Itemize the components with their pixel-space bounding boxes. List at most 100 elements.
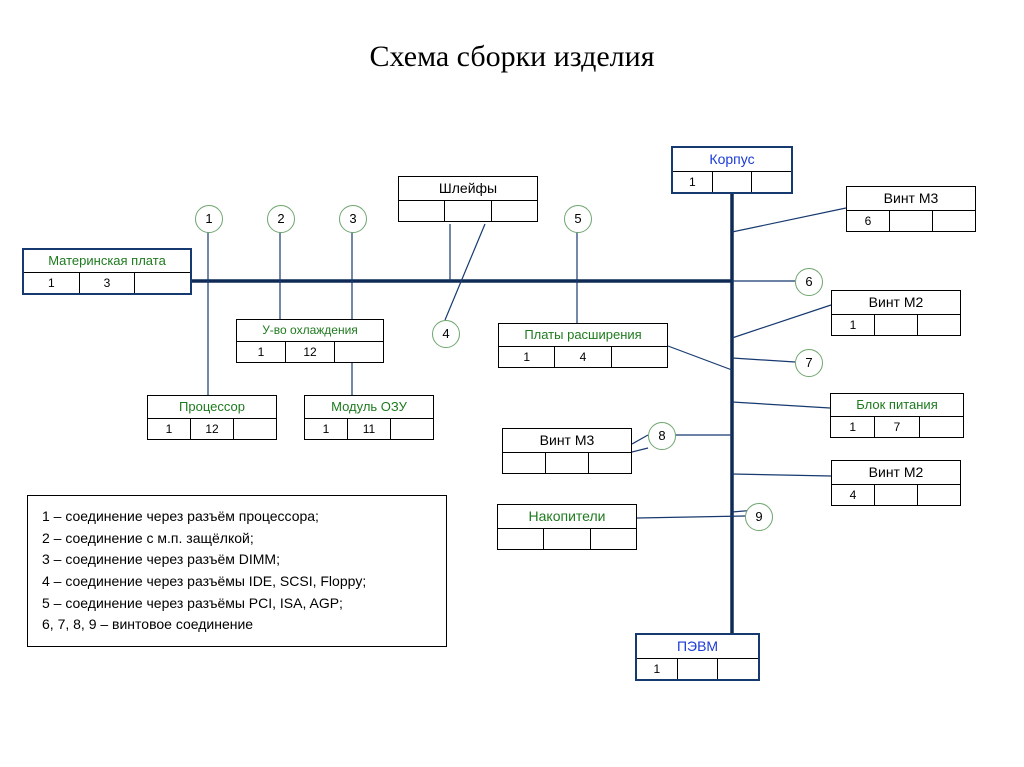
diagram-stage: { "title": { "text": "Схема сборки издел… [0,0,1024,767]
node-cell: 1 [637,659,678,679]
junction-c9: 9 [745,503,773,531]
node-cell [503,453,546,473]
junction-c3: 3 [339,205,367,233]
node-label: Платы расширения [499,324,667,346]
node-ozu: Модуль ОЗУ111 [304,395,434,440]
node-cell [546,453,589,473]
junction-c5: 5 [564,205,592,233]
node-label: Винт М3 [847,187,975,210]
node-cell [678,659,719,679]
node-cell [890,211,933,231]
junction-c2: 2 [267,205,295,233]
node-label: Процессор [148,396,276,418]
junction-c6: 6 [795,268,823,296]
node-cell [135,273,190,293]
node-cells: 1 [832,314,960,335]
node-cells: 112 [237,341,383,362]
node-cell [589,453,631,473]
node-cell [933,211,975,231]
node-cell [920,417,963,437]
legend-line: 1 – соединение через разъём процессора; [42,506,432,528]
node-cell: 12 [286,342,335,362]
node-shleify: Шлейфы [398,176,538,222]
node-cells: 112 [148,418,276,439]
node-cells: 111 [305,418,433,439]
node-vintm2a: Винт М21 [831,290,961,336]
node-cell [492,201,537,221]
node-cell [391,419,433,439]
junction-c8: 8 [648,422,676,450]
diagram-title: Схема сборки изделия [0,40,1024,74]
node-cell [445,201,491,221]
node-korpus: Корпус1 [671,146,793,194]
node-cells: 6 [847,210,975,231]
node-cells: 13 [24,272,190,293]
node-label: Материнская плата [24,250,190,272]
edges-layer [0,0,1024,767]
node-label: Винт М3 [503,429,631,452]
node-cell: 4 [832,485,875,505]
node-cell: 12 [191,419,234,439]
node-cells [503,452,631,473]
legend-line: 4 – соединение через разъёмы IDE, SCSI, … [42,571,432,593]
node-cooling: У-во охлаждения112 [236,319,384,363]
node-cell: 1 [832,315,875,335]
node-cell: 1 [148,419,191,439]
node-label: Винт М2 [832,461,960,484]
node-cell: 11 [348,419,391,439]
node-cells [399,200,537,221]
legend-line: 3 – соединение через разъём DIMM; [42,549,432,571]
node-cell: 1 [305,419,348,439]
node-cells: 17 [831,416,963,437]
node-cells: 4 [832,484,960,505]
node-cell [875,485,918,505]
node-cells [498,528,636,549]
legend-line: 2 – соединение с м.п. защёлкой; [42,528,432,550]
node-cell: 3 [80,273,136,293]
node-cell [591,529,636,549]
node-label: Корпус [673,148,791,171]
node-cell [918,315,960,335]
node-cell [875,315,918,335]
node-cell: 4 [555,347,611,367]
junction-c7: 7 [795,349,823,377]
node-pem: ПЭВМ1 [635,633,760,681]
node-label: Модуль ОЗУ [305,396,433,418]
node-vintm2b: Винт М24 [831,460,961,506]
node-cell [918,485,960,505]
node-cell: 1 [237,342,286,362]
legend-line: 6, 7, 8, 9 – винтовое соединение [42,614,432,636]
junction-c4: 4 [432,320,460,348]
node-cells: 1 [637,658,758,679]
node-cell: 1 [673,172,713,192]
node-cell [752,172,791,192]
node-cell: 1 [499,347,555,367]
node-cells: 14 [499,346,667,367]
node-vintm3a: Винт М36 [846,186,976,232]
legend-line: 5 – соединение через разъёмы PCI, ISA, A… [42,593,432,615]
node-cell [234,419,276,439]
node-cell [713,172,753,192]
node-label: ПЭВМ [637,635,758,658]
node-label: Блок питания [831,394,963,416]
node-cell: 1 [24,273,80,293]
node-label: Шлейфы [399,177,537,200]
node-mboard: Материнская плата13 [22,248,192,295]
node-cell [498,529,544,549]
node-cell [544,529,590,549]
node-label: Винт М2 [832,291,960,314]
node-blok: Блок питания17 [830,393,964,438]
node-cell [335,342,383,362]
node-cell [612,347,667,367]
node-cell: 1 [831,417,875,437]
node-cpu: Процессор112 [147,395,277,440]
node-label: Накопители [498,505,636,528]
node-cells: 1 [673,171,791,192]
node-cell [399,201,445,221]
node-cell: 7 [875,417,919,437]
node-vintm3b: Винт М3 [502,428,632,474]
legend-box: 1 – соединение через разъём процессора; … [27,495,447,647]
node-label: У-во охлаждения [237,320,383,341]
node-cell: 6 [847,211,890,231]
node-platy: Платы расширения14 [498,323,668,368]
